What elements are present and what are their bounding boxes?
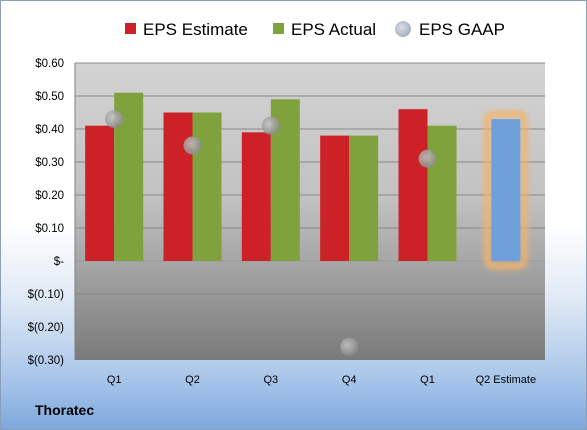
y-axis: $0.60 $0.50 $0.40 $0.30 $0.20 $0.10 $- $(0.10) $… bbox=[28, 58, 76, 367]
y-tick-label: $(0.20) bbox=[28, 322, 65, 334]
bar-eps-actual bbox=[349, 135, 379, 261]
gridlines bbox=[75, 62, 545, 328]
gaap-markers bbox=[105, 110, 437, 356]
legend-label-eps-actual: EPS Actual bbox=[291, 20, 376, 39]
bar-eps-actual bbox=[192, 112, 222, 261]
y-tick-label: $0.40 bbox=[35, 124, 64, 136]
y-tick-label: $0.20 bbox=[35, 190, 64, 202]
plot-area bbox=[75, 63, 545, 360]
bars bbox=[85, 92, 528, 269]
bar-eps-estimate bbox=[320, 135, 350, 261]
legend: EPS Estimate EPS Actual EPS GAAP bbox=[125, 20, 505, 39]
x-axis: Q1 Q2 Q3 Q4 Q1 Q2 Estimate bbox=[107, 374, 536, 386]
y-tick-label: $(0.10) bbox=[28, 289, 65, 301]
y-tick-label: $0.60 bbox=[35, 58, 64, 70]
y-tick-label: $0.30 bbox=[35, 157, 64, 169]
x-tick-label: Q3 bbox=[263, 374, 278, 386]
x-tick-label: Q2 bbox=[185, 374, 200, 386]
y-tick-label: $- bbox=[54, 256, 64, 268]
projection-glow bbox=[484, 111, 528, 269]
marker-eps-gaap bbox=[105, 110, 124, 129]
x-tick-label: Q1 bbox=[107, 374, 122, 386]
bar-eps-estimate bbox=[398, 109, 428, 261]
x-tick-label: Q1 bbox=[420, 374, 435, 386]
y-tick-label: $(0.30) bbox=[28, 355, 65, 367]
legend-swatch-eps-gaap bbox=[395, 21, 411, 37]
legend-label-eps-gaap: EPS GAAP bbox=[419, 20, 505, 39]
bar-eps-actual bbox=[427, 125, 457, 261]
marker-eps-gaap bbox=[183, 136, 202, 155]
x-tick-label: Q4 bbox=[342, 374, 357, 386]
marker-eps-gaap bbox=[340, 337, 359, 356]
x-tick-label: Q2 Estimate bbox=[476, 374, 537, 386]
legend-swatch-eps-actual bbox=[273, 23, 284, 34]
y-tick-label: $0.50 bbox=[35, 91, 64, 103]
bar-eps-estimate-projection bbox=[491, 119, 521, 261]
marker-eps-gaap bbox=[261, 116, 280, 135]
legend-swatch-eps-estimate bbox=[125, 23, 136, 34]
bar-eps-estimate bbox=[241, 132, 271, 261]
bar-eps-estimate bbox=[85, 125, 115, 261]
y-tick-label: $0.10 bbox=[35, 223, 64, 235]
company-name: Thoratec bbox=[35, 402, 95, 418]
legend-label-eps-estimate: EPS Estimate bbox=[143, 20, 248, 39]
bar-eps-estimate bbox=[163, 112, 193, 261]
marker-eps-gaap bbox=[418, 149, 437, 168]
